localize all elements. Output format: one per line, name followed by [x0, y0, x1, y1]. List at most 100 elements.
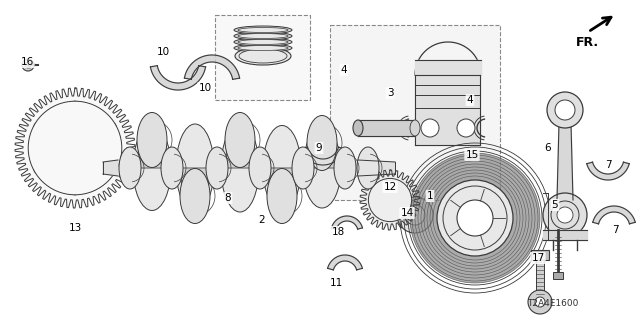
Ellipse shape	[357, 147, 379, 189]
Circle shape	[443, 186, 507, 250]
Circle shape	[33, 106, 117, 190]
Circle shape	[108, 123, 116, 131]
Ellipse shape	[353, 120, 363, 136]
Ellipse shape	[235, 47, 291, 65]
Circle shape	[543, 193, 587, 237]
Circle shape	[71, 187, 79, 195]
Polygon shape	[358, 160, 395, 176]
Text: 14: 14	[401, 208, 413, 218]
Ellipse shape	[57, 118, 65, 129]
Bar	[330, 25, 500, 200]
Circle shape	[457, 200, 493, 236]
Polygon shape	[137, 140, 167, 168]
Circle shape	[34, 165, 42, 173]
Ellipse shape	[238, 39, 288, 44]
Polygon shape	[587, 162, 629, 180]
Text: 10: 10	[156, 47, 170, 57]
Polygon shape	[332, 216, 362, 229]
Polygon shape	[150, 66, 205, 90]
Circle shape	[405, 205, 425, 225]
Circle shape	[557, 207, 573, 223]
Text: 4: 4	[467, 95, 474, 105]
Ellipse shape	[334, 147, 356, 189]
Polygon shape	[358, 120, 415, 136]
Text: 9: 9	[316, 143, 323, 153]
Polygon shape	[301, 147, 344, 165]
Circle shape	[555, 100, 575, 120]
Ellipse shape	[307, 116, 337, 171]
Text: 18: 18	[332, 227, 344, 237]
Text: 3: 3	[387, 88, 394, 98]
Polygon shape	[307, 143, 337, 168]
Ellipse shape	[303, 128, 341, 208]
Polygon shape	[267, 168, 297, 196]
Circle shape	[378, 188, 402, 212]
Ellipse shape	[234, 26, 292, 34]
Ellipse shape	[239, 49, 287, 63]
Circle shape	[535, 297, 545, 307]
Ellipse shape	[410, 120, 420, 136]
Polygon shape	[360, 170, 420, 230]
Text: 13: 13	[68, 223, 82, 233]
Text: 6: 6	[545, 143, 551, 153]
Circle shape	[25, 62, 31, 68]
Circle shape	[551, 201, 579, 229]
Ellipse shape	[238, 28, 288, 33]
Bar	[553, 272, 563, 279]
Text: 1: 1	[427, 191, 433, 201]
Ellipse shape	[84, 167, 93, 178]
Text: 10: 10	[198, 83, 212, 93]
Circle shape	[528, 290, 552, 314]
Polygon shape	[103, 160, 118, 176]
Ellipse shape	[41, 145, 53, 151]
Ellipse shape	[97, 145, 109, 151]
Ellipse shape	[180, 169, 210, 223]
Text: 4: 4	[340, 65, 348, 75]
Text: 16: 16	[20, 57, 34, 67]
Circle shape	[60, 133, 90, 163]
Polygon shape	[543, 230, 587, 240]
Circle shape	[108, 165, 116, 173]
Ellipse shape	[234, 38, 292, 46]
Ellipse shape	[263, 125, 301, 211]
Polygon shape	[328, 255, 362, 270]
Circle shape	[22, 59, 34, 71]
Text: 11: 11	[330, 278, 342, 288]
Ellipse shape	[206, 147, 228, 189]
Bar	[215, 15, 310, 100]
Circle shape	[397, 197, 433, 233]
Polygon shape	[593, 206, 636, 224]
Circle shape	[34, 123, 42, 131]
Circle shape	[547, 92, 583, 128]
Text: 7: 7	[605, 160, 611, 170]
Ellipse shape	[234, 44, 292, 52]
Polygon shape	[184, 55, 239, 79]
Text: T2A4E1600: T2A4E1600	[527, 299, 578, 308]
Text: 15: 15	[465, 150, 479, 160]
Circle shape	[369, 179, 412, 221]
Ellipse shape	[133, 125, 171, 211]
Ellipse shape	[267, 169, 297, 223]
Circle shape	[457, 119, 475, 137]
Polygon shape	[180, 168, 210, 196]
Ellipse shape	[292, 147, 314, 189]
Ellipse shape	[238, 45, 288, 51]
Ellipse shape	[238, 34, 288, 38]
Circle shape	[28, 101, 122, 195]
Ellipse shape	[176, 124, 214, 212]
Circle shape	[71, 101, 79, 109]
Text: 8: 8	[225, 193, 231, 203]
Ellipse shape	[221, 124, 259, 212]
Text: 2: 2	[259, 215, 266, 225]
Polygon shape	[557, 124, 573, 200]
Ellipse shape	[234, 32, 292, 40]
Ellipse shape	[57, 167, 65, 178]
Ellipse shape	[137, 113, 167, 167]
Bar	[536, 260, 544, 300]
Polygon shape	[415, 75, 480, 145]
Ellipse shape	[225, 113, 255, 167]
Circle shape	[421, 119, 439, 137]
Polygon shape	[225, 140, 255, 168]
Polygon shape	[15, 88, 135, 208]
Text: 5: 5	[552, 200, 558, 210]
